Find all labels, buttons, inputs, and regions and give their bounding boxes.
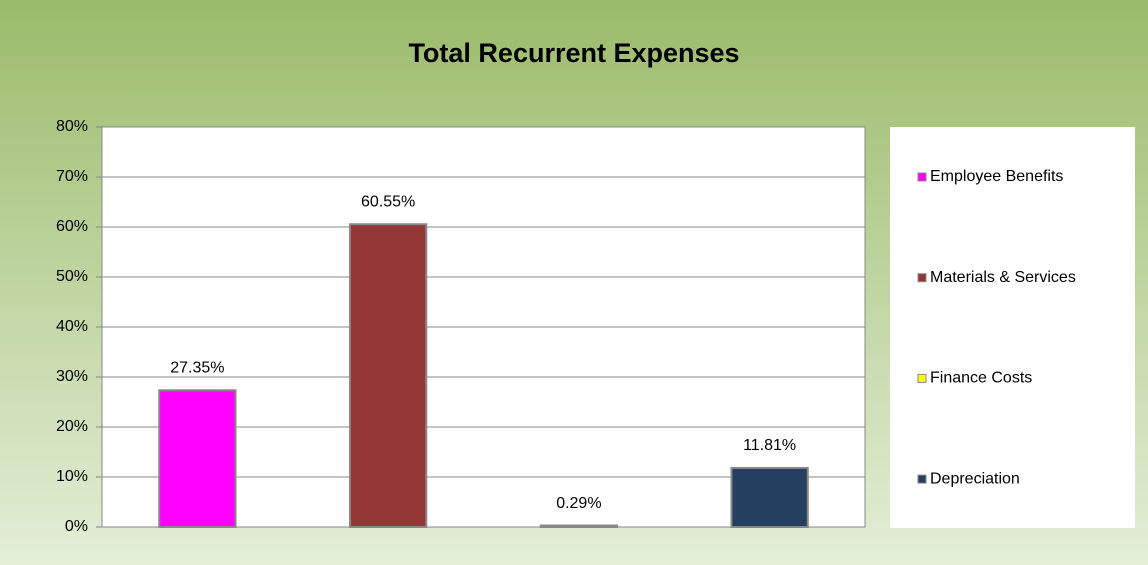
y-tick-label: 20% <box>56 418 88 435</box>
y-tick-label: 70% <box>56 168 88 185</box>
legend-swatch <box>917 474 927 484</box>
legend-swatch <box>917 373 927 383</box>
chart-title: Total Recurrent Expenses <box>408 38 739 68</box>
y-tick-label: 30% <box>56 368 88 385</box>
data-label: 0.29% <box>556 495 601 512</box>
bar <box>730 466 809 529</box>
legend-swatch <box>917 172 927 182</box>
legend-label: Finance Costs <box>930 370 1032 387</box>
legend-label: Employee Benefits <box>930 168 1063 185</box>
y-tick-label: 50% <box>56 268 88 285</box>
y-tick-label: 40% <box>56 318 88 335</box>
legend-label: Depreciation <box>930 470 1020 487</box>
data-label: 27.35% <box>170 359 224 376</box>
legend-label: Materials & Services <box>930 269 1076 286</box>
bar <box>348 223 428 528</box>
data-label: 11.81% <box>743 437 796 454</box>
y-tick-label: 10% <box>56 468 88 485</box>
legend-swatch <box>917 273 927 283</box>
y-tick-label: 0% <box>65 518 88 535</box>
data-label: 60.55% <box>361 193 415 210</box>
legend <box>890 127 1135 528</box>
y-tick-label: 60% <box>56 218 88 235</box>
y-tick-label: 80% <box>56 118 88 135</box>
bar <box>158 389 237 528</box>
